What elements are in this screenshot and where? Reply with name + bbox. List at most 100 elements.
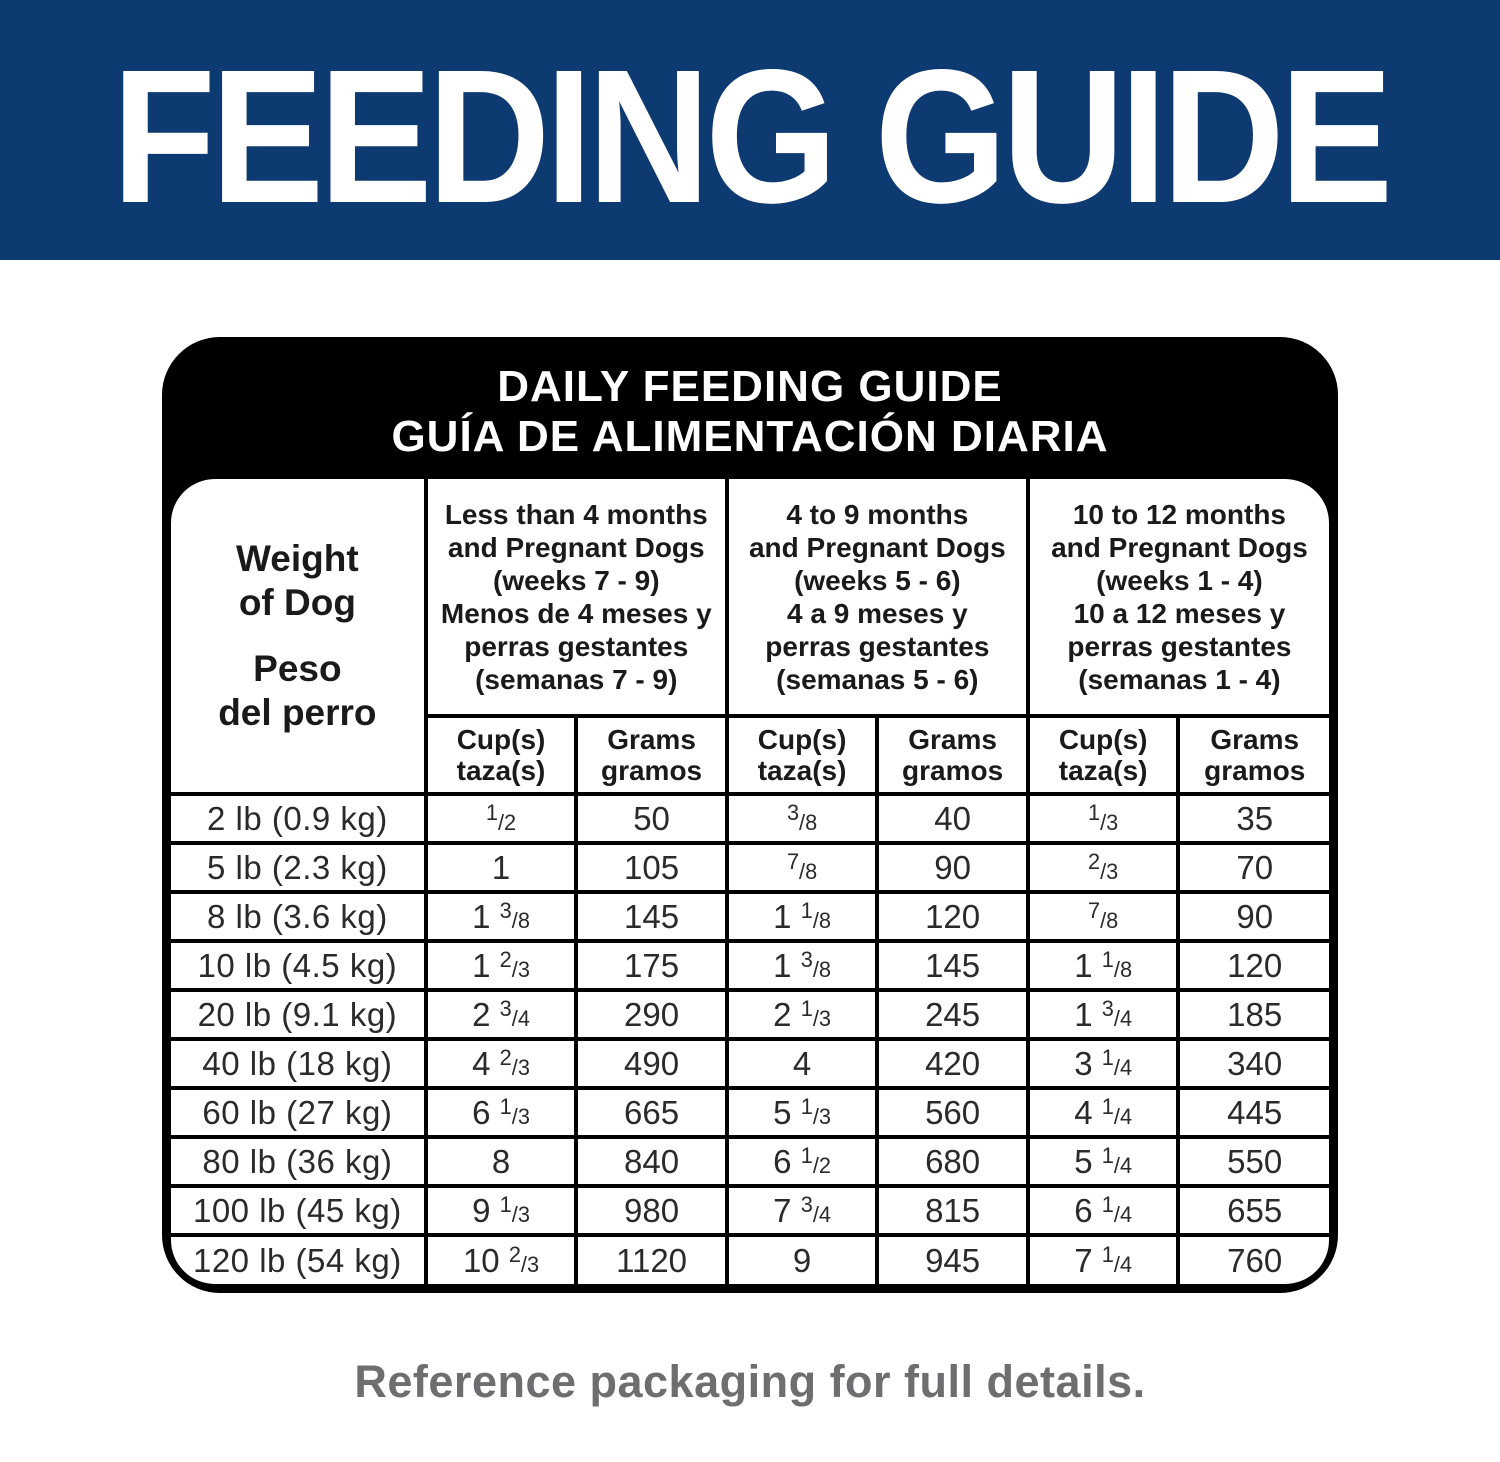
grams-value: 665: [574, 1086, 729, 1139]
fraction: 2/3: [499, 1044, 530, 1080]
table-row: 2 lb (0.9 kg) 1/2 50 3/8 40 1/3 35: [171, 792, 1329, 845]
spacer: [171, 625, 424, 647]
weight-header-en1: Weight: [236, 537, 359, 579]
cups-value: 3 1/4: [1025, 1037, 1181, 1090]
grams-label-en: Grams: [1210, 724, 1300, 755]
cups-value: 6 1/3: [423, 1086, 579, 1139]
weight-cell: 100 lb (45 kg): [171, 1184, 428, 1237]
table-row: 100 lb (45 kg) 9 1/3 980 7 3/4 815 6 1/4 655: [171, 1184, 1329, 1237]
table-row: 5 lb (2.3 kg) 1 105 7/8 90 2/3 70: [171, 841, 1329, 894]
cups-value: 2/3: [1025, 841, 1181, 894]
fraction: 1/2: [800, 1142, 831, 1178]
cups-value: 2 3/4: [423, 988, 579, 1041]
cups-value: 1/3: [1025, 792, 1181, 845]
feeding-table: Weight of Dog Peso del perro Less than 4…: [171, 479, 1329, 1284]
banner-title: FEEDING GUIDE: [111, 30, 1393, 244]
grams-label-es: gramos: [600, 755, 703, 786]
cups-value: 6 1/2: [724, 1135, 880, 1188]
weight-cell: 10 lb (4.5 kg): [171, 939, 428, 992]
fraction: 7/8: [1088, 897, 1119, 933]
footer-caption: Reference packaging for full details.: [354, 1356, 1146, 1407]
cups-value: 4: [724, 1037, 880, 1090]
cups-label-en: Cup(s): [456, 724, 546, 755]
grams-value: 680: [875, 1135, 1030, 1188]
grams-value: 840: [574, 1135, 729, 1188]
grams-label-en: Grams: [908, 724, 997, 755]
group3-es-line2: perras gestantes: [1067, 630, 1292, 662]
grams-value: 50: [574, 792, 729, 845]
group3-en-line3: (weeks 1 - 4): [1096, 564, 1263, 596]
fraction: 3/8: [786, 799, 818, 835]
grams-value: 185: [1176, 988, 1329, 1041]
sub-header-row: Cup(s) taza(s) Grams gramos Cup(s) taza(…: [171, 714, 1329, 796]
cups-value: 7/8: [724, 841, 880, 894]
grams-value: 35: [1176, 792, 1329, 845]
weight-cell: 60 lb (27 kg): [171, 1086, 428, 1139]
weight-cell: 80 lb (36 kg): [171, 1135, 428, 1188]
card-title: DAILY FEEDING GUIDE GUÍA DE ALIMENTACIÓN…: [171, 337, 1329, 479]
fraction: 1/3: [499, 1191, 530, 1227]
cups-value: 7/8: [1025, 890, 1181, 943]
group3-en-line1: 10 to 12 months: [1072, 498, 1287, 530]
weight-cell: 2 lb (0.9 kg): [171, 792, 428, 845]
cups-label-en: Cup(s): [757, 724, 847, 755]
grams-value: 1120: [574, 1233, 729, 1284]
cups-label-es: taza(s): [1058, 755, 1148, 786]
fraction: 1/4: [1101, 1093, 1133, 1129]
table-row: 80 lb (36 kg) 8 840 6 1/2 680 5 1/4 550: [171, 1135, 1329, 1188]
grams-subheader-3: Grams gramos: [1176, 714, 1329, 796]
grams-label-en: Grams: [607, 724, 696, 755]
grams-value: 290: [574, 988, 729, 1041]
table-row: 60 lb (27 kg) 6 1/3 665 5 1/3 560 4 1/4 445: [171, 1086, 1329, 1139]
grams-value: 340: [1176, 1037, 1329, 1090]
cups-value: 4 2/3: [423, 1037, 579, 1090]
table-row: 120 lb (54 kg) 10 2/3 1120 9 945 7 1/4 760: [171, 1233, 1329, 1284]
group1-en-line1: Less than 4 months: [444, 498, 708, 530]
grams-value: 90: [875, 841, 1030, 894]
card-title-line1: DAILY FEEDING GUIDE: [497, 362, 1003, 411]
grams-value: 420: [875, 1037, 1030, 1090]
age-group-header-2: 4 to 9 months and Pregnant Dogs (weeks 5…: [724, 479, 1030, 718]
table-wrap: Weight of Dog Peso del perro Less than 4…: [171, 479, 1329, 1284]
weight-cell: 20 lb (9.1 kg): [171, 988, 428, 1041]
group3-es-line3: (semanas 1 - 4): [1078, 663, 1281, 695]
grams-value: 980: [574, 1184, 729, 1237]
group2-es-line3: (semanas 5 - 6): [776, 663, 979, 695]
group2-en-line2: and Pregnant Dogs: [748, 531, 1006, 563]
group2-en-line3: (weeks 5 - 6): [794, 564, 961, 596]
weight-cell: 120 lb (54 kg): [171, 1233, 428, 1284]
grams-value: 120: [1176, 939, 1329, 992]
group3-es-line1: 10 a 12 meses y: [1073, 597, 1286, 629]
cups-value: 5 1/3: [724, 1086, 880, 1139]
cups-value: 8: [423, 1135, 579, 1188]
grams-value: 560: [875, 1086, 1030, 1139]
cups-label-es: taza(s): [757, 755, 847, 786]
group1-es-line2: perras gestantes: [464, 630, 689, 662]
weight-cell: 5 lb (2.3 kg): [171, 841, 428, 894]
weight-cell: 40 lb (18 kg): [171, 1037, 428, 1090]
fraction: 1/4: [1101, 1044, 1133, 1080]
cups-value: 1 1/8: [724, 890, 880, 943]
fraction: 1/4: [1101, 1191, 1133, 1227]
fraction: 2/3: [1088, 848, 1119, 884]
fraction: 1/3: [1088, 799, 1119, 835]
group1-en-line2: and Pregnant Dogs: [447, 531, 705, 563]
fraction: 1/3: [800, 1093, 831, 1129]
cups-value: 9: [724, 1233, 880, 1284]
fraction: 1/4: [1101, 1142, 1133, 1178]
fraction: 1/3: [499, 1093, 530, 1129]
fraction: 7/8: [786, 848, 818, 884]
grams-value: 90: [1176, 890, 1329, 943]
cups-value: 5 1/4: [1025, 1135, 1181, 1188]
cups-value: 6 1/4: [1025, 1184, 1181, 1237]
fraction: 1/8: [800, 897, 831, 933]
fraction: 2/3: [508, 1241, 540, 1277]
group2-es-line2: perras gestantes: [765, 630, 990, 662]
feeding-card: DAILY FEEDING GUIDE GUÍA DE ALIMENTACIÓN…: [162, 337, 1338, 1293]
group3-en-line2: and Pregnant Dogs: [1051, 531, 1308, 563]
group1-en-line3: (weeks 7 - 9): [493, 564, 660, 596]
fraction: 3/4: [1101, 995, 1133, 1031]
fraction: 1/4: [1101, 1241, 1133, 1277]
cups-value: 4 1/4: [1025, 1086, 1181, 1139]
grams-label-es: gramos: [902, 755, 1004, 786]
